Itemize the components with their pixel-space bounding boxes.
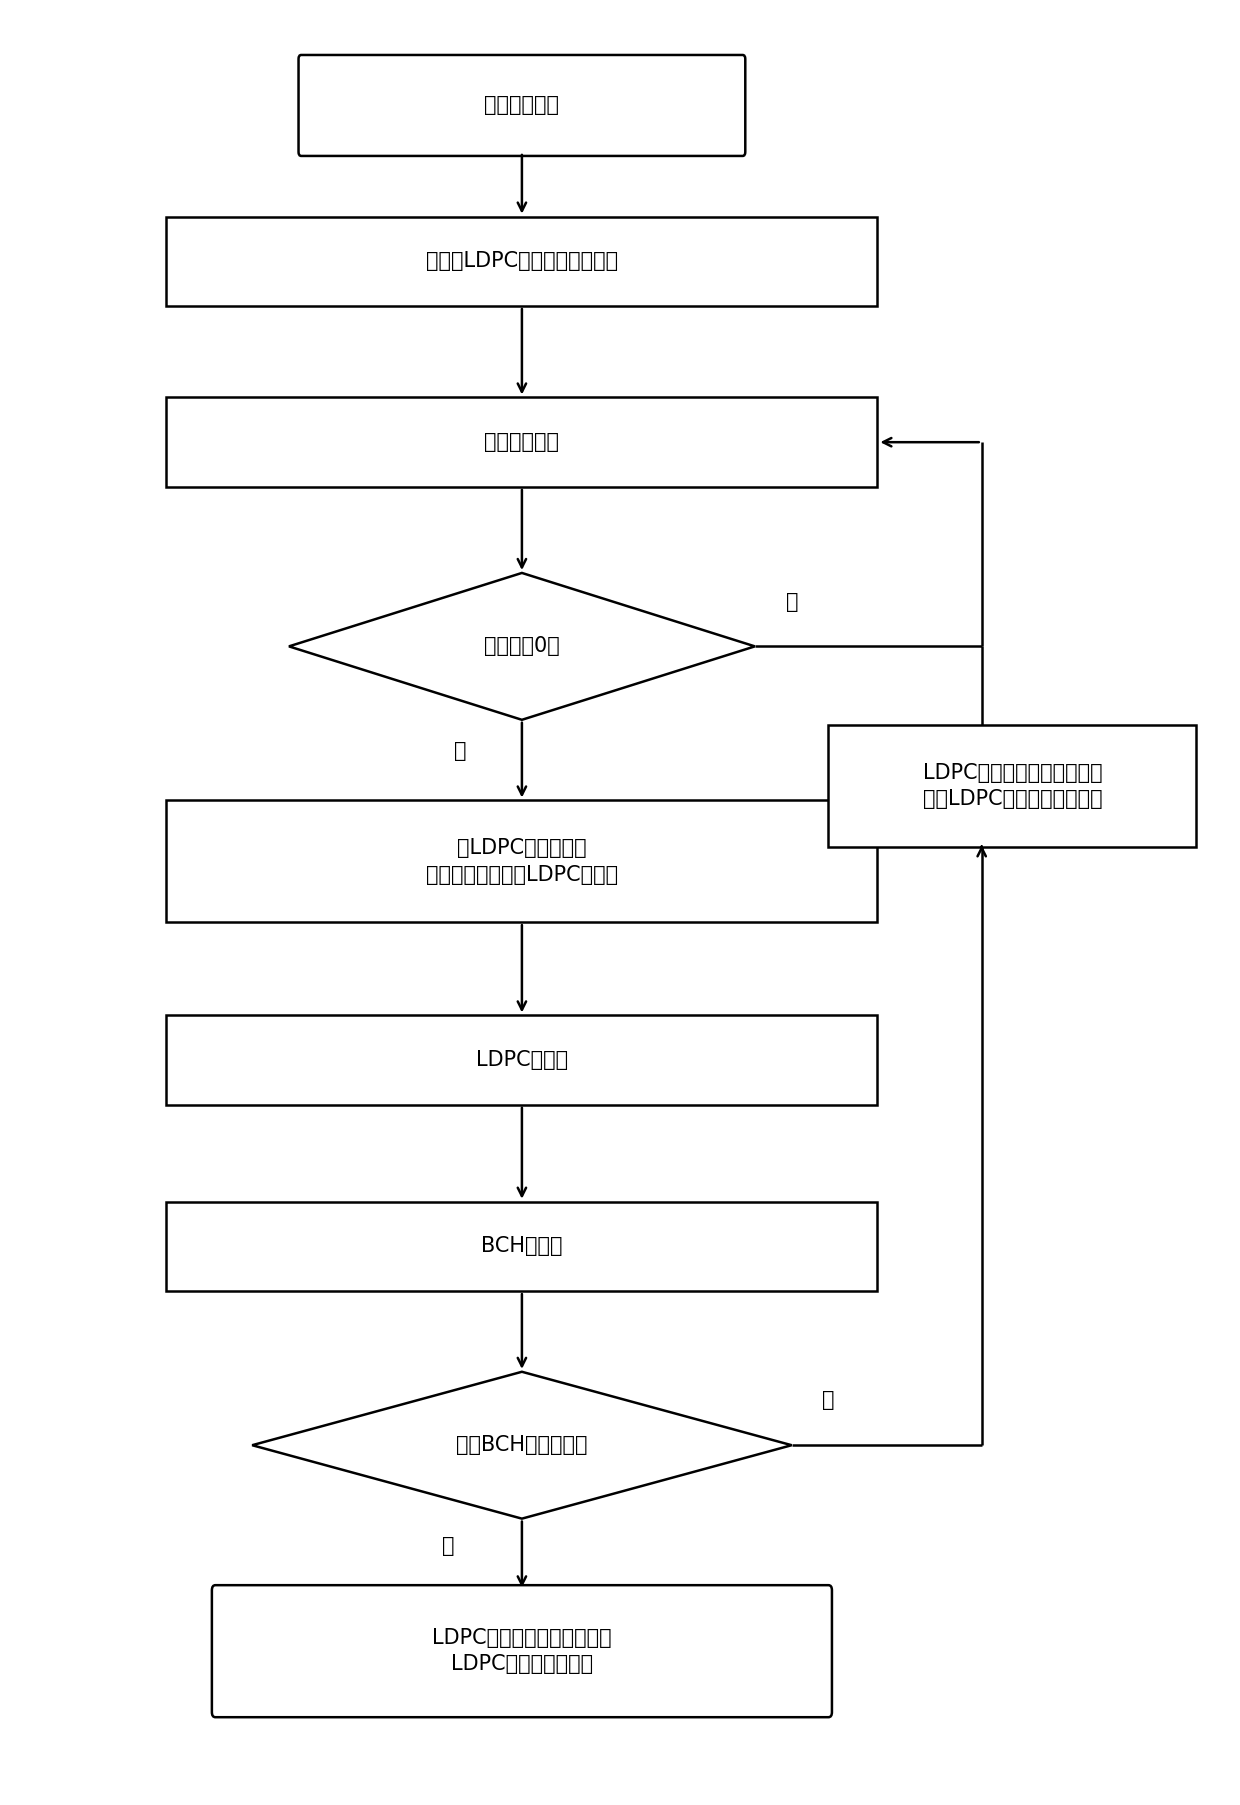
Bar	[166, 800, 878, 922]
Text: 是: 是	[822, 1390, 835, 1410]
Text: 接收一帧数据: 接收一帧数据	[485, 431, 559, 453]
Polygon shape	[252, 1372, 791, 1518]
Text: LDPC数据块同步判断错误，
切换LDPC数据块的同步位置: LDPC数据块同步判断错误， 切换LDPC数据块的同步位置	[923, 764, 1102, 809]
Text: LDPC块解码: LDPC块解码	[476, 1051, 568, 1070]
Bar	[166, 217, 878, 307]
Text: 接收系统复位: 接收系统复位	[485, 96, 559, 116]
Bar	[166, 1202, 878, 1291]
Text: 否: 否	[454, 742, 466, 762]
Text: 否: 否	[443, 1536, 455, 1556]
Bar	[166, 1016, 878, 1105]
Text: 按LDPC同步位置，
将数据帧拆分多个LDPC数据块: 按LDPC同步位置， 将数据帧拆分多个LDPC数据块	[425, 838, 618, 884]
Text: BCH块校验: BCH块校验	[481, 1236, 563, 1256]
Text: 数据为全0码: 数据为全0码	[484, 637, 559, 657]
Text: 初始化LDPC数据块的同步位置: 初始化LDPC数据块的同步位置	[425, 251, 618, 271]
Text: LDPC数据块同步判断正确，
LDPC数据块同步结束: LDPC数据块同步判断正确， LDPC数据块同步结束	[432, 1628, 611, 1675]
Bar	[828, 726, 1197, 847]
FancyBboxPatch shape	[299, 54, 745, 155]
Text: 是: 是	[785, 592, 799, 612]
Polygon shape	[289, 572, 755, 720]
Bar	[166, 397, 878, 487]
FancyBboxPatch shape	[212, 1585, 832, 1717]
Text: 所有BCH块校验失败: 所有BCH块校验失败	[456, 1435, 588, 1455]
